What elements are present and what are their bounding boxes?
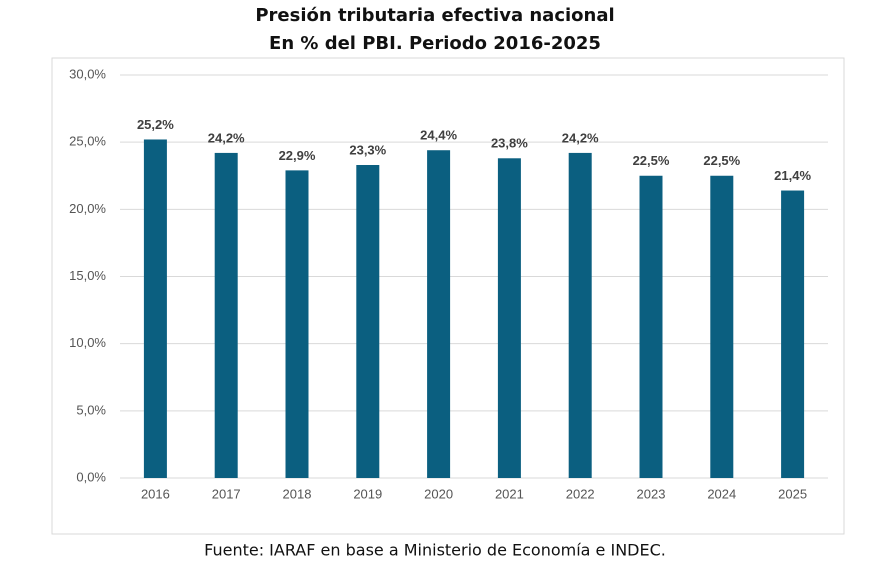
value-label: 24,2%	[562, 130, 599, 145]
value-label: 23,8%	[491, 136, 528, 151]
y-tick-label: 25,0%	[69, 134, 106, 149]
bar	[427, 150, 451, 478]
y-tick-label: 15,0%	[69, 268, 106, 283]
bar	[781, 190, 805, 478]
bar	[568, 152, 592, 478]
bar	[639, 175, 663, 478]
x-tick-label: 2023	[637, 486, 666, 501]
x-tick-label: 2025	[778, 486, 807, 501]
chart-subtitle: En % del PBI. Periodo 2016-2025	[269, 33, 601, 54]
y-tick-label: 20,0%	[69, 201, 106, 216]
x-tick-label: 2021	[495, 486, 524, 501]
y-tick-label: 0,0%	[76, 469, 106, 484]
value-label: 22,5%	[633, 153, 670, 168]
x-tick-label: 2018	[283, 486, 312, 501]
value-label: 25,2%	[137, 117, 174, 132]
value-label: 22,9%	[279, 148, 316, 163]
bar	[214, 152, 238, 478]
value-label: 24,4%	[420, 128, 457, 143]
x-tick-label: 2022	[566, 486, 595, 501]
value-label: 22,5%	[703, 153, 740, 168]
bar	[497, 158, 521, 478]
value-label: 23,3%	[349, 142, 386, 157]
bar	[710, 175, 734, 478]
x-tick-label: 2020	[424, 486, 453, 501]
x-tick-label: 2016	[141, 486, 170, 501]
x-tick-label: 2019	[353, 486, 382, 501]
y-tick-label: 5,0%	[76, 402, 106, 417]
x-tick-label: 2024	[707, 486, 736, 501]
value-label: 21,4%	[774, 168, 811, 183]
chart-frame	[51, 57, 845, 535]
value-label: 24,2%	[208, 130, 245, 145]
bar	[356, 165, 380, 478]
bar	[285, 170, 309, 479]
chart-title: Presión tributaria efectiva nacional	[255, 5, 614, 26]
y-tick-label: 30,0%	[69, 66, 106, 81]
x-tick-label: 2017	[212, 486, 241, 501]
bar	[143, 139, 167, 479]
y-tick-label: 10,0%	[69, 335, 106, 350]
source-note: Fuente: IARAF en base a Ministerio de Ec…	[204, 541, 666, 560]
